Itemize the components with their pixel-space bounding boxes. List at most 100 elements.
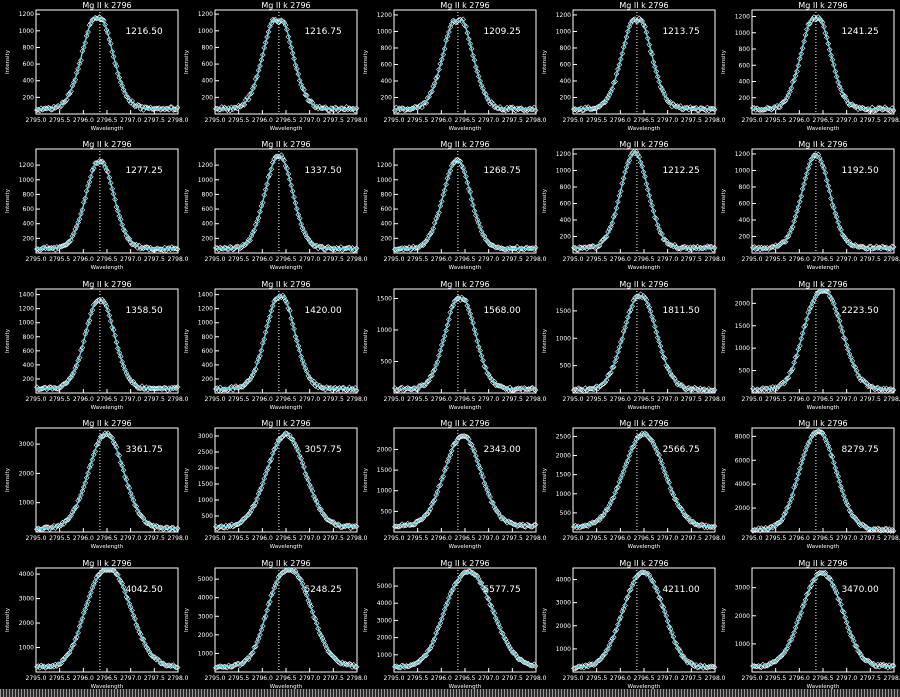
observed-point [278,434,285,441]
observed-point [468,196,475,203]
observed-point [762,385,769,392]
x-tick-label: 2795.0 [205,675,226,682]
observed-point [325,244,331,250]
observed-point [664,477,671,483]
observed-point [572,386,579,393]
y-tick-label: 2000 [198,632,213,639]
observed-point [79,206,86,213]
observed-point [798,609,805,616]
observed-point [703,245,709,251]
observed-point [440,473,447,480]
x-tick-label: 2795.5 [228,396,249,403]
observed-point [610,634,617,641]
observed-point [788,496,795,502]
observed-point [627,448,634,455]
observed-point [110,53,117,60]
observed-point [277,437,283,443]
observed-point [264,607,270,614]
observed-point [483,365,489,371]
observed-point [843,619,850,626]
y-tick-label: 1000 [556,335,571,342]
observed-point [576,663,583,670]
observed-point [684,244,691,251]
x-tick-label: 2795.5 [586,535,607,542]
x-tick-label: 2796.5 [97,535,118,542]
observed-point [866,108,873,114]
plot-frame [35,427,179,533]
y-tick-label: 2000 [377,635,392,642]
observed-point [423,511,430,518]
observed-point [144,520,151,527]
observed-point [431,635,438,642]
x-tick-label: 2796.0 [610,535,631,542]
observed-point [787,230,793,236]
observed-point [35,525,42,532]
observed-point [609,220,616,226]
fit-line [36,161,178,250]
observed-point [153,385,160,392]
panel-title: Mg II k 2796 [798,1,847,10]
observed-point [438,198,445,205]
observed-point [623,34,630,40]
y-tick-label: 3000 [377,617,392,624]
observed-point [488,499,495,505]
y-tick-label: 400 [739,217,751,224]
x-tick-label: 2798.0 [168,535,189,542]
observed-point [438,616,445,622]
observed-point [688,386,695,392]
observed-point [63,96,70,103]
observed-point [497,383,503,389]
observed-point [646,192,653,199]
peak-value-label: 2223.50 [841,306,878,316]
y-tick-label: 500 [381,358,393,365]
observed-point [491,504,498,510]
x-tick-label: 2796.5 [276,117,297,124]
observed-point [789,492,796,498]
observed-point [339,385,346,391]
x-tick-label: 2795.0 [563,396,584,403]
observed-point [805,590,812,596]
observed-point [113,204,120,210]
observed-point [450,302,456,308]
y-axis-label: Intensity [5,188,11,213]
observed-point [448,447,455,454]
observed-point [301,228,307,235]
observed-point [770,243,776,250]
observed-point [693,104,699,111]
y-tick-label: 1200 [556,12,571,19]
observed-point [125,373,131,379]
observed-point [497,513,503,519]
x-tick-label: 2795.0 [205,117,226,124]
observed-point [525,386,532,392]
observed-point [826,293,833,299]
peak-value-label: 1268.75 [483,166,520,176]
observed-point [767,660,773,666]
panel-title: Mg II k 2796 [619,419,668,428]
x-tick-label: 2796.5 [276,675,297,682]
observed-point [318,632,324,639]
y-tick-label: 1500 [198,481,213,488]
observed-point [352,384,358,391]
y-tick-label: 1200 [198,11,213,18]
observed-point [325,385,331,391]
observed-point [315,502,322,509]
observed-point [660,465,667,472]
observed-series [571,148,718,253]
observed-point [477,580,483,586]
x-tick-label: 2796.0 [73,396,94,403]
observed-point [426,377,432,384]
observed-point [647,48,654,55]
observed-point [789,633,796,640]
observed-point [139,383,145,390]
observed-point [828,295,834,302]
y-tick-label: 1400 [198,292,213,299]
observed-point [429,88,435,95]
x-axis-label: Wavelength [270,544,303,550]
x-tick-label: 2796.0 [789,535,810,542]
panel-title: Mg II k 2796 [82,1,131,10]
observed-point [133,503,140,510]
observed-point [213,245,219,251]
observed-point [123,370,130,376]
y-tick-label: 1000 [556,28,571,35]
